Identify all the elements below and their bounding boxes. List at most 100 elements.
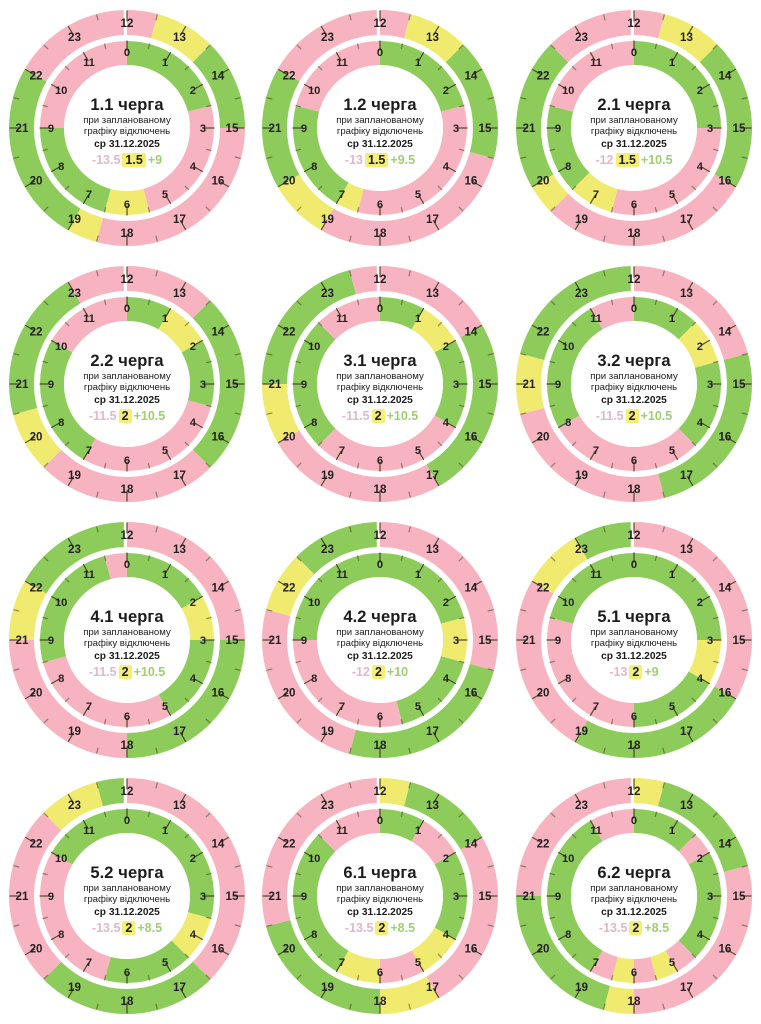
outer-hour-label-17: 17 bbox=[680, 469, 693, 482]
outer-hour-label-21: 21 bbox=[523, 890, 536, 903]
inner-hour-label-3: 3 bbox=[453, 379, 459, 391]
hours-outage-value: -12 bbox=[352, 665, 371, 680]
outer-segment-outage bbox=[634, 10, 665, 40]
outer-segment-power bbox=[191, 44, 245, 129]
inner-hour-label-11: 11 bbox=[337, 825, 349, 837]
outer-segment-outage bbox=[426, 837, 499, 999]
inner-hour-label-6: 6 bbox=[631, 967, 637, 979]
outer-segment-power bbox=[8, 69, 81, 231]
center-disc bbox=[571, 577, 698, 703]
outer-hour-label-17: 17 bbox=[680, 981, 693, 994]
outer-hour-label-19: 19 bbox=[575, 981, 588, 994]
outer-hour-label-13: 13 bbox=[427, 543, 440, 556]
inner-segment-outage bbox=[292, 640, 404, 728]
outer-hour-label-14: 14 bbox=[719, 70, 732, 83]
inner-hour-label-1: 1 bbox=[669, 825, 675, 837]
hours-power-value: +9.5 bbox=[390, 153, 416, 168]
inner-hour-label-4: 4 bbox=[443, 417, 450, 429]
outer-hour-label-16: 16 bbox=[465, 175, 478, 188]
inner-hour-label-6: 6 bbox=[124, 967, 130, 979]
outer-hour-label-14: 14 bbox=[211, 838, 224, 851]
inner-hour-label-2: 2 bbox=[443, 853, 449, 865]
outer-hour-label-20: 20 bbox=[537, 431, 550, 444]
center-info: 3.2 черга при запланованому графіку відк… bbox=[590, 352, 678, 424]
outer-hour-label-21: 21 bbox=[15, 378, 28, 391]
tick-marks bbox=[262, 266, 499, 502]
inner-hour-label-11: 11 bbox=[83, 313, 95, 325]
outer-segment-power bbox=[349, 663, 495, 759]
inner-segment-power bbox=[634, 296, 697, 340]
inner-segment-outage bbox=[634, 956, 657, 984]
outer-segment-outage bbox=[96, 128, 245, 247]
inner-hour-label-10: 10 bbox=[562, 853, 574, 865]
inner-segment-power bbox=[158, 640, 215, 717]
inner-segment-power bbox=[50, 808, 127, 865]
inner-segment-outage bbox=[104, 552, 127, 580]
queue-subtitle-line1: при запланованому bbox=[336, 883, 425, 895]
outer-segment-outage bbox=[24, 10, 127, 82]
inner-hour-label-9: 9 bbox=[48, 635, 54, 647]
queue-subtitle-line2: графіку відключень bbox=[337, 126, 424, 138]
inner-hour-label-9: 9 bbox=[555, 123, 561, 135]
outer-segment-outage bbox=[516, 778, 635, 896]
inner-segment-possible bbox=[336, 182, 365, 213]
dial-cell-1.1: 12 13 14 15 16 17 18 19 20 21 22 23 0 1 2 3 4 5 6 7 8 9 10 11 1… bbox=[0, 0, 254, 256]
outer-hour-label-21: 21 bbox=[15, 634, 28, 647]
inner-segment-power bbox=[380, 808, 425, 842]
outer-segment-possible bbox=[516, 353, 546, 415]
inner-hour-label-6: 6 bbox=[631, 199, 637, 211]
center-info: 4.2 черга при запланованому графіку відк… bbox=[337, 608, 424, 680]
queue-subtitle-line1: при запланованому bbox=[590, 115, 678, 127]
queue-title: 3.1 черга bbox=[343, 352, 418, 370]
outer-segment-possible bbox=[278, 174, 335, 231]
tick-marks bbox=[9, 10, 245, 246]
outer-hour-label-22: 22 bbox=[283, 838, 296, 851]
outer-hour-label-13: 13 bbox=[427, 799, 440, 812]
outer-hour-label-14: 14 bbox=[719, 326, 732, 339]
inner-hour-label-2: 2 bbox=[190, 85, 196, 97]
inner-hour-label-1: 1 bbox=[162, 313, 168, 325]
inner-hour-label-3: 3 bbox=[200, 635, 206, 647]
hours-outage-value: -12 bbox=[595, 153, 614, 168]
inner-hour-label-5: 5 bbox=[162, 445, 168, 457]
inner-hour-label-11: 11 bbox=[590, 569, 602, 581]
outer-hour-label-16: 16 bbox=[719, 175, 732, 188]
outer-hour-label-14: 14 bbox=[719, 838, 732, 851]
outer-segment-possible bbox=[380, 975, 440, 1014]
queue-subtitle-line1: при запланованому bbox=[590, 883, 678, 895]
inner-hour-label-4: 4 bbox=[697, 929, 704, 941]
outer-hour-label-12: 12 bbox=[120, 785, 133, 798]
inner-hour-label-1: 1 bbox=[415, 569, 421, 581]
inner-segment-power bbox=[126, 40, 212, 112]
inner-hour-label-11: 11 bbox=[83, 569, 95, 581]
inner-hour-label-5: 5 bbox=[415, 189, 421, 201]
outer-hour-label-13: 13 bbox=[680, 287, 693, 300]
inner-segment-outage bbox=[411, 819, 457, 865]
inner-hour-label-11: 11 bbox=[590, 57, 602, 69]
outer-segment-power bbox=[297, 522, 381, 575]
outer-hour-label-18: 18 bbox=[628, 995, 641, 1008]
outer-hour-label-17: 17 bbox=[427, 213, 440, 226]
queue-subtitle-line1: при запланованому bbox=[336, 115, 425, 127]
ring-separator bbox=[33, 547, 220, 733]
inner-hour-label-0: 0 bbox=[124, 303, 130, 315]
dial-cell-1.2: 12 13 14 15 16 17 18 19 20 21 22 23 0 1 2 3 4 5 6 7 8 9 10 11 1… bbox=[254, 0, 508, 256]
hours-possible-value: 2 bbox=[375, 921, 389, 936]
outer-segment-outage bbox=[380, 522, 499, 671]
outer-hour-label-12: 12 bbox=[628, 273, 641, 286]
hours-possible-value: 2 bbox=[372, 665, 386, 680]
ring-start-notch bbox=[377, 778, 381, 804]
inner-hour-label-3: 3 bbox=[707, 635, 713, 647]
outer-hour-label-12: 12 bbox=[628, 529, 641, 542]
hours-power-value: +10.5 bbox=[640, 409, 673, 424]
outer-hour-label-18: 18 bbox=[120, 995, 133, 1008]
center-info: 2.1 черга при запланованому графіку відк… bbox=[590, 96, 678, 168]
inner-hour-label-5: 5 bbox=[162, 189, 168, 201]
center-disc bbox=[63, 321, 190, 447]
